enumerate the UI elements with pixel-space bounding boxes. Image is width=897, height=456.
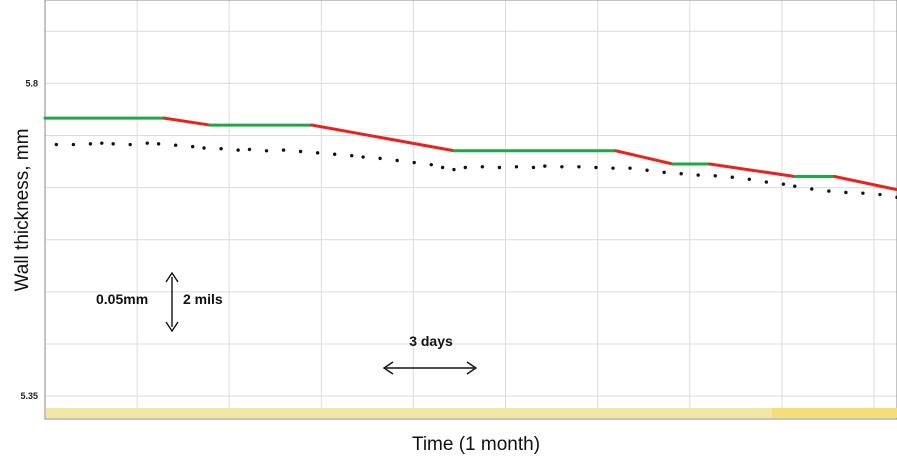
measurement-dot xyxy=(781,182,786,186)
y-tick-label: 5.35 xyxy=(20,391,38,401)
measurement-dot xyxy=(54,142,59,147)
measurement-dot xyxy=(452,167,456,172)
measurement-dot xyxy=(747,177,752,181)
measurement-dot xyxy=(764,180,769,184)
vertical-scale-annotation: 0.05mm 2 mils xyxy=(96,271,223,333)
measurement-dot xyxy=(111,142,115,146)
measurement-dot xyxy=(713,174,717,178)
vertical-scale-arrowhead-top xyxy=(165,271,179,283)
measurement-dot xyxy=(395,158,399,163)
baseline-band-highlight xyxy=(772,408,897,418)
scale-left-label: 0.05mm xyxy=(96,291,148,307)
measurement-dot xyxy=(429,162,433,167)
horizontal-scale-arrowhead-right xyxy=(466,361,478,375)
measurement-dot xyxy=(645,168,649,172)
measurement-dot xyxy=(810,187,814,191)
series-layer xyxy=(43,116,897,200)
measurement-dot xyxy=(531,165,536,170)
measurement-dot xyxy=(247,147,252,152)
scale-right-label: 2 mils xyxy=(183,291,223,307)
measurement-dot xyxy=(361,155,365,159)
baseline-band xyxy=(46,408,897,418)
gridlines xyxy=(45,0,897,419)
y-tick-label: 5.8 xyxy=(25,78,38,88)
measurement-dot xyxy=(628,166,632,170)
measurement-dot xyxy=(679,172,683,176)
measurement-dot xyxy=(577,165,581,169)
measurement-dot xyxy=(463,165,468,170)
measurement-dot xyxy=(71,142,76,147)
measurement-dot xyxy=(88,142,93,146)
measurement-dot xyxy=(440,165,445,170)
measurement-dot xyxy=(611,166,615,170)
measurement-dot xyxy=(861,191,865,195)
measurement-dot xyxy=(100,141,104,145)
measurement-dot xyxy=(190,144,195,149)
measurement-dot xyxy=(145,141,149,145)
measurement-dot xyxy=(128,142,132,147)
measurement-dot xyxy=(497,165,502,170)
trend-segment-decline xyxy=(833,174,897,192)
y-tick-labels: 5.8 5.35 xyxy=(20,78,38,401)
measurement-dot xyxy=(315,151,320,155)
trend-segment-decline xyxy=(708,162,797,178)
vertical-scale-arrowhead-bottom xyxy=(165,321,179,333)
scale-days-label: 3 days xyxy=(409,333,453,349)
measurement-dot xyxy=(594,165,598,170)
measurement-dot xyxy=(350,153,354,158)
measurement-dot xyxy=(264,149,269,153)
plot-frame xyxy=(44,0,897,420)
measurement-dot xyxy=(378,156,382,161)
measurement-dot xyxy=(202,146,206,150)
measurement-dot xyxy=(332,152,337,156)
x-axis-title: Time (1 month) xyxy=(412,434,540,455)
measurement-dot xyxy=(827,189,831,193)
y-axis-title: Wall thickness, mm xyxy=(12,129,33,292)
measurement-dot xyxy=(560,165,564,169)
measurement-dot xyxy=(514,165,519,169)
trend-segment-decline xyxy=(614,149,675,166)
measurement-dot xyxy=(480,165,485,169)
measurement-dot xyxy=(696,173,700,177)
measurement-dot xyxy=(543,164,547,168)
measurement-dot xyxy=(219,146,223,151)
horizontal-scale-annotation: 3 days xyxy=(382,333,478,375)
measurement-dot xyxy=(878,192,882,197)
measurement-dot xyxy=(793,184,797,188)
measurement-dot xyxy=(662,170,666,175)
measurement-dot xyxy=(173,143,178,147)
measurement-dot xyxy=(281,148,286,152)
measurement-dot xyxy=(844,190,848,195)
measurement-dot xyxy=(730,175,734,179)
measurement-dot xyxy=(156,142,161,146)
horizontal-scale-arrowhead-left xyxy=(382,361,394,375)
measurement-dot xyxy=(236,148,240,152)
trend-segment-decline xyxy=(162,116,212,127)
measurement-dot xyxy=(298,149,303,154)
measurement-dot xyxy=(412,160,416,165)
trend-segment-decline xyxy=(310,123,456,153)
